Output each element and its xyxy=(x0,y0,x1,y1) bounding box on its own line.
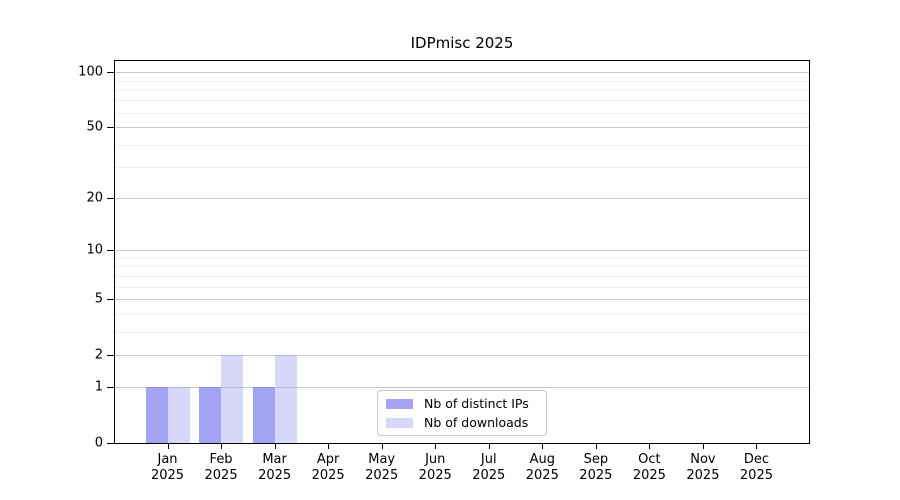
bar-downloads xyxy=(221,354,244,443)
minor-gridline xyxy=(115,100,809,102)
x-tick-year: 2025 xyxy=(739,468,773,483)
x-axis-tick-label: Mar 2025 xyxy=(258,452,291,484)
x-tick-year: 2025 xyxy=(258,468,292,483)
y-axis-tick xyxy=(107,354,114,356)
legend-label-downloads: Nb of downloads xyxy=(424,415,529,430)
y-axis-tick xyxy=(107,443,114,444)
x-tick-month: Aug xyxy=(529,452,555,467)
x-tick-month: Mar xyxy=(262,452,287,467)
x-axis-tick xyxy=(167,443,169,449)
x-tick-year: 2025 xyxy=(579,468,613,483)
minor-gridline xyxy=(115,144,809,146)
x-axis-tick xyxy=(542,443,544,449)
x-axis-tick-label: Apr 2025 xyxy=(312,452,345,484)
y-axis-tick xyxy=(107,387,114,389)
x-axis-tick xyxy=(381,443,383,449)
y-axis-tick-label: 100 xyxy=(78,64,103,80)
x-tick-year: 2025 xyxy=(632,468,666,483)
x-tick-year: 2025 xyxy=(311,468,345,483)
major-gridline xyxy=(115,198,809,200)
x-tick-month: Sep xyxy=(583,452,609,467)
minor-gridline xyxy=(115,80,809,82)
legend: Nb of distinct IPs Nb of downloads xyxy=(377,390,547,436)
minor-gridline xyxy=(115,331,809,333)
y-axis-tick-label: 10 xyxy=(86,242,103,258)
x-axis-tick-label: Dec 2025 xyxy=(740,452,773,484)
y-axis-tick-label: 0 xyxy=(94,435,103,451)
x-axis-tick-label: May 2025 xyxy=(365,452,398,484)
x-tick-month: Dec xyxy=(743,452,770,467)
minor-gridline xyxy=(115,275,809,277)
minor-gridline xyxy=(115,167,809,169)
y-axis-tick xyxy=(107,250,114,252)
x-tick-month: Feb xyxy=(209,452,233,467)
x-axis-tick-label: Sep 2025 xyxy=(579,452,612,484)
minor-gridline xyxy=(115,266,809,268)
chart-title: IDPmisc 2025 xyxy=(410,34,514,52)
x-axis-tick-label: Aug 2025 xyxy=(526,452,559,484)
x-axis-tick-label: Jul 2025 xyxy=(472,452,505,484)
x-axis-tick xyxy=(595,443,597,449)
major-gridline xyxy=(115,354,809,356)
x-axis-tick xyxy=(274,443,276,449)
bar-distinct-ips xyxy=(252,387,275,443)
x-axis-tick xyxy=(756,443,758,449)
legend-item-downloads: Nb of downloads xyxy=(386,415,546,431)
minor-gridline xyxy=(115,286,809,288)
x-tick-month: May xyxy=(368,452,396,467)
x-tick-year: 2025 xyxy=(686,468,720,483)
x-tick-month: Nov xyxy=(690,452,716,467)
minor-gridline xyxy=(115,257,809,259)
y-axis-tick xyxy=(107,72,114,74)
x-axis-tick xyxy=(702,443,704,449)
y-axis-tick-label: 50 xyxy=(86,119,103,135)
plot-area: Nb of distinct IPs Nb of downloads 0 1 2 5 1… xyxy=(78,60,810,483)
y-axis-tick-label: 2 xyxy=(94,347,103,363)
legend-label-distinct-ips: Nb of distinct IPs xyxy=(424,396,529,411)
y-axis-tick-label: 20 xyxy=(86,190,103,206)
x-axis-tick-label: Feb 2025 xyxy=(205,452,238,484)
x-tick-year: 2025 xyxy=(365,468,399,483)
x-axis-tick-label: Jan 2025 xyxy=(151,452,184,484)
x-tick-month: Jun xyxy=(425,452,446,467)
y-axis-tick xyxy=(107,198,114,200)
x-tick-month: Oct xyxy=(638,452,661,467)
x-tick-year: 2025 xyxy=(472,468,506,483)
minor-gridline xyxy=(115,89,809,91)
major-gridline xyxy=(115,387,809,389)
bar-downloads xyxy=(167,387,190,443)
x-tick-year: 2025 xyxy=(525,468,559,483)
legend-swatch-distinct-ips xyxy=(386,398,413,409)
major-gridline xyxy=(115,299,809,300)
x-axis-tick xyxy=(649,443,651,449)
x-axis-tick xyxy=(488,443,490,449)
x-tick-month: Jan xyxy=(157,452,178,467)
x-tick-year: 2025 xyxy=(150,468,185,483)
bar-distinct-ips xyxy=(199,387,222,443)
bar-downloads xyxy=(274,354,297,443)
legend-swatch-downloads xyxy=(386,417,413,428)
y-axis-tick xyxy=(107,127,114,129)
legend-item-distinct-ips: Nb of distinct IPs xyxy=(386,396,546,412)
major-gridline xyxy=(115,127,809,129)
minor-gridline xyxy=(115,112,809,114)
x-tick-year: 2025 xyxy=(204,468,238,483)
x-axis-tick xyxy=(435,443,437,449)
x-tick-month: Jul xyxy=(480,452,497,467)
x-axis-tick-label: Nov 2025 xyxy=(686,452,719,484)
y-axis-tick-label: 5 xyxy=(94,291,103,307)
x-tick-month: Apr xyxy=(316,452,340,467)
major-gridline xyxy=(115,72,809,74)
minor-gridline xyxy=(115,313,809,315)
x-axis-tick xyxy=(328,443,330,449)
y-axis-tick xyxy=(107,299,114,300)
x-axis-tick xyxy=(221,443,223,449)
x-axis-tick-label: Jun 2025 xyxy=(419,452,452,484)
x-tick-year: 2025 xyxy=(418,468,452,483)
bar-distinct-ips xyxy=(145,387,168,443)
x-axis-tick-label: Oct 2025 xyxy=(633,452,666,484)
major-gridline xyxy=(115,250,809,252)
y-axis-tick-label: 1 xyxy=(94,379,103,395)
